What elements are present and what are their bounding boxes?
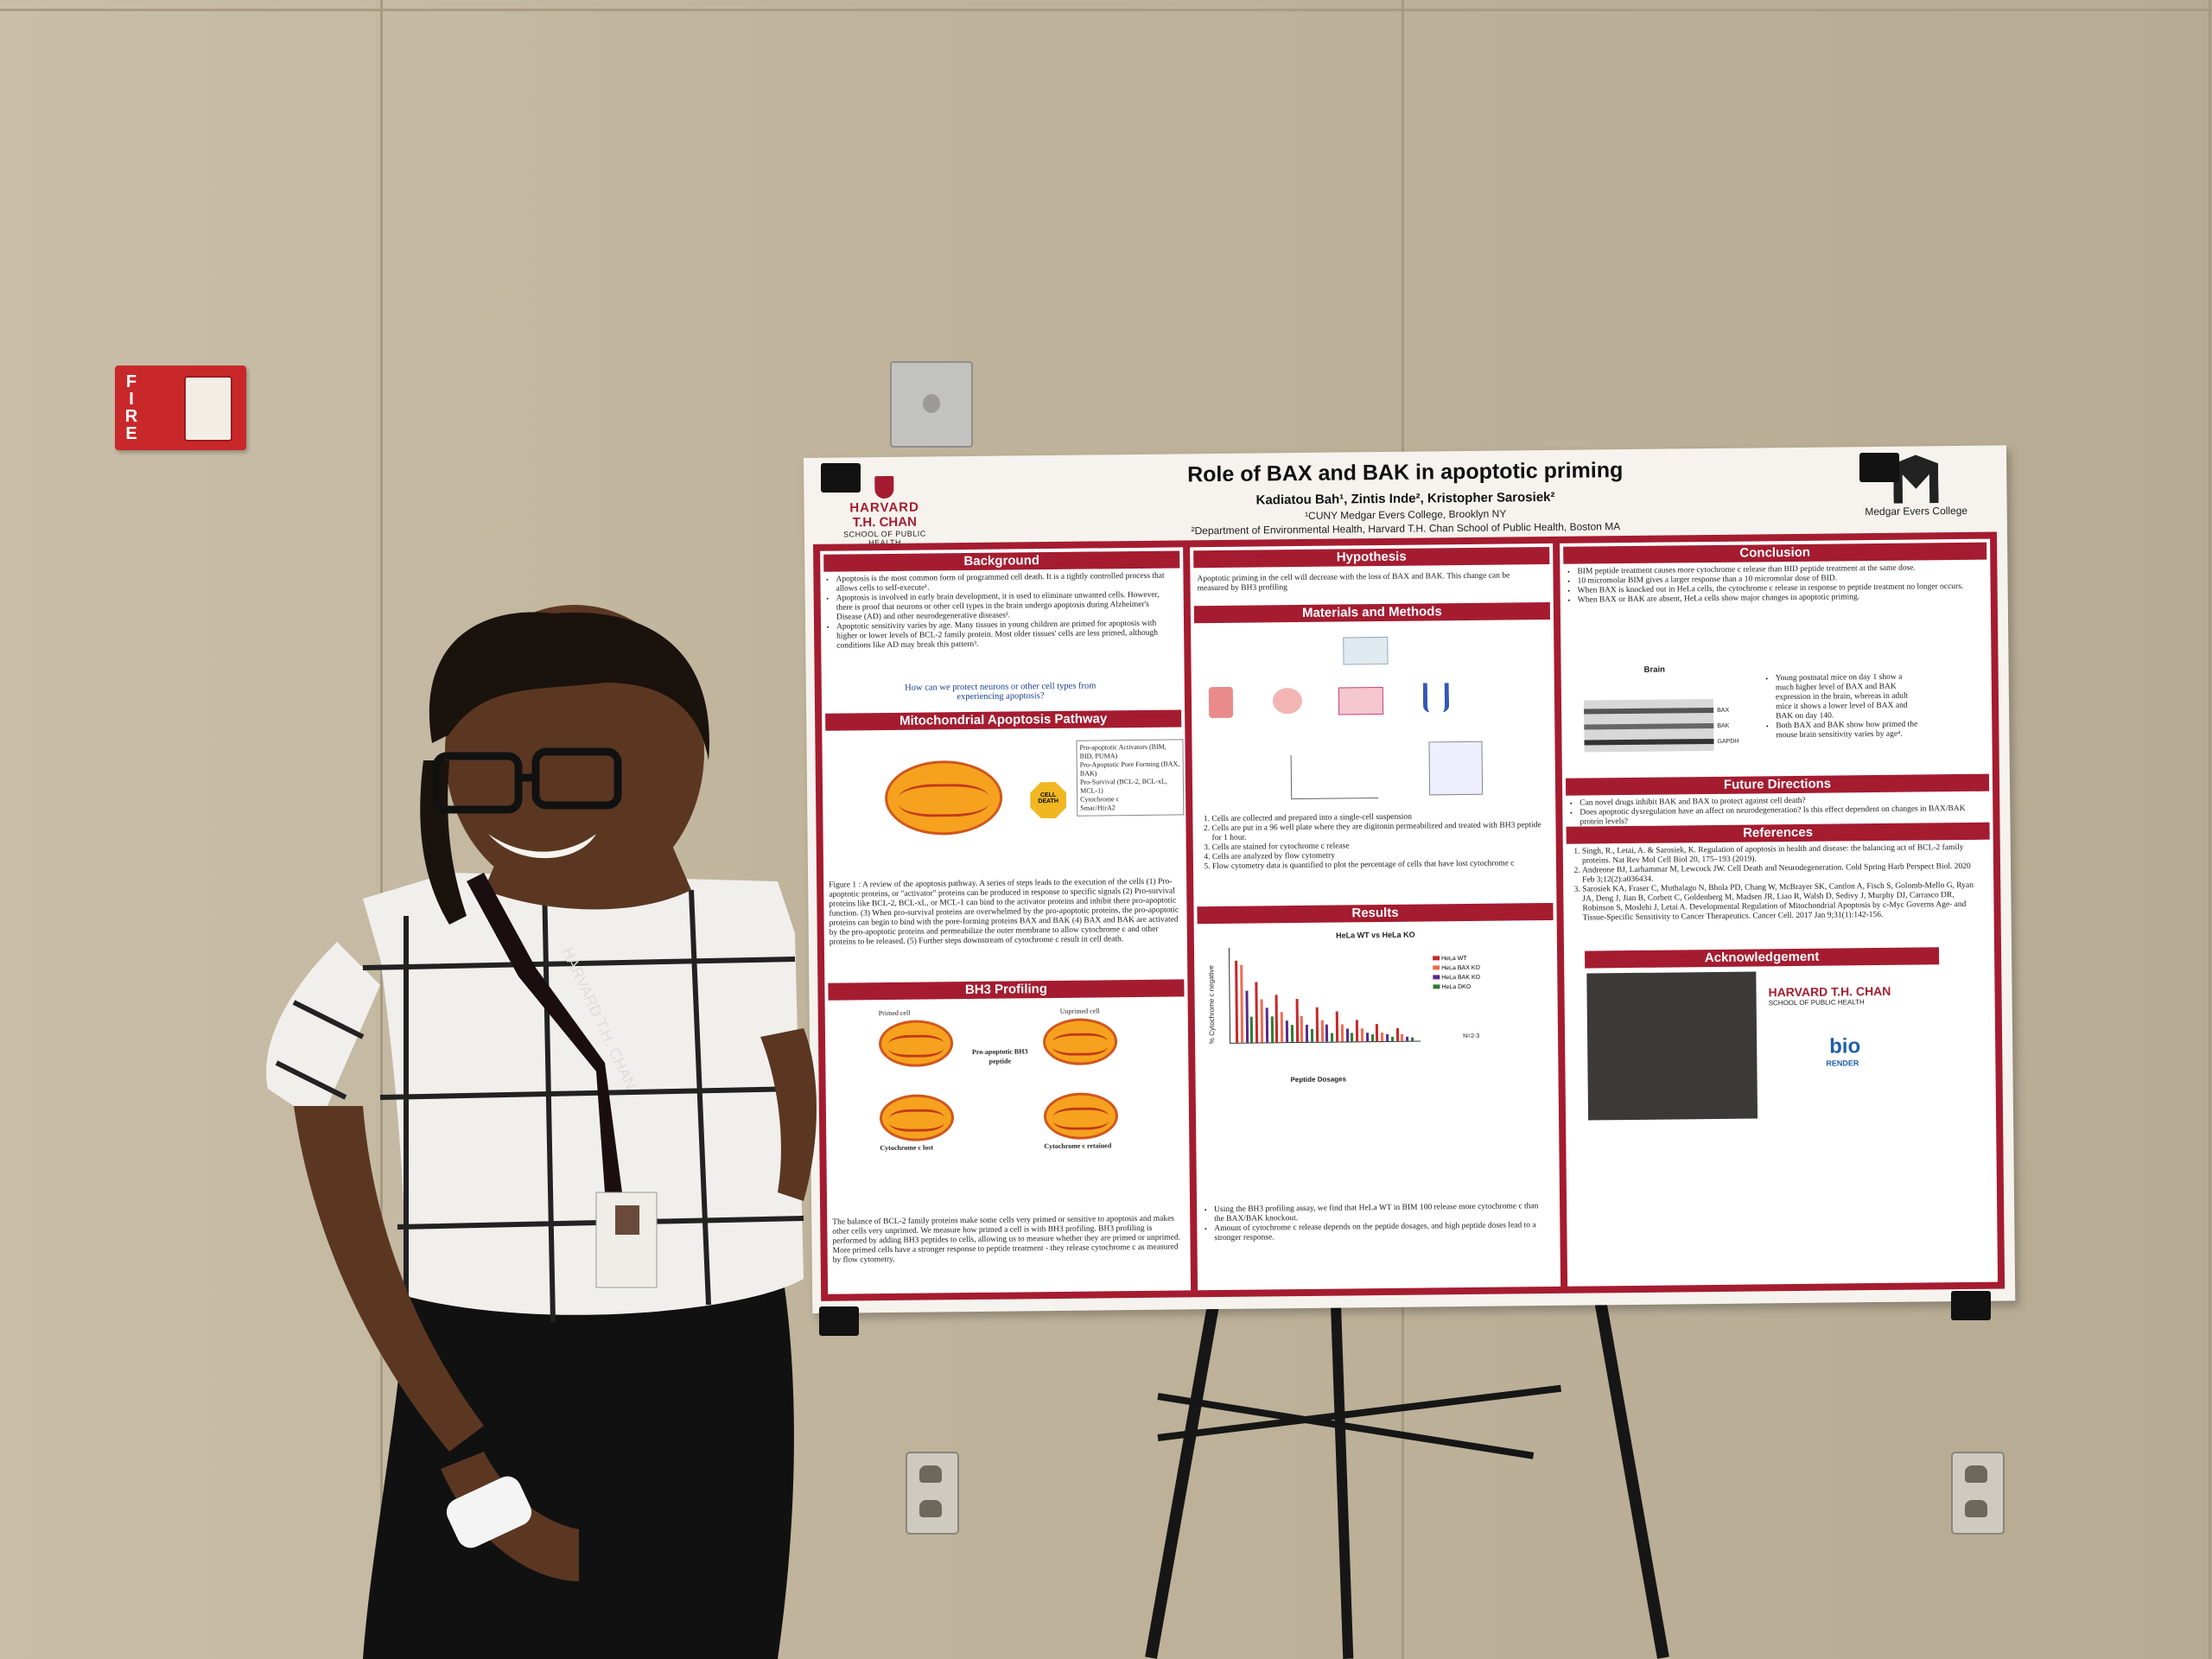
id-badge-photo (615, 1205, 639, 1235)
strobe-light (184, 376, 232, 442)
wall-plate (890, 361, 973, 448)
left-arm (294, 1106, 484, 1452)
shirt-grid-pattern (275, 880, 804, 1323)
binder-clip (821, 463, 861, 493)
wall-seam (380, 0, 383, 1659)
binder-clip (1859, 453, 1899, 482)
lanyard (467, 873, 622, 1192)
fire-alarm: FIRE (115, 365, 246, 450)
black-pants (363, 1244, 794, 1659)
hair (429, 612, 709, 760)
power-outlet (906, 1452, 959, 1535)
right-hand (760, 1028, 817, 1201)
wall-seam (2209, 0, 2211, 1659)
binder-clip (1951, 1291, 1991, 1320)
smile (488, 834, 596, 859)
smartwatch-icon (446, 1476, 532, 1548)
braids (420, 760, 467, 925)
power-outlet (1951, 1452, 2005, 1535)
binder-clip (819, 1306, 859, 1336)
glasses-icon (432, 747, 622, 814)
fire-alarm-label: FIRE (122, 372, 141, 442)
shirt-left-sleeve (266, 942, 380, 1123)
wall-trim (0, 9, 2212, 11)
